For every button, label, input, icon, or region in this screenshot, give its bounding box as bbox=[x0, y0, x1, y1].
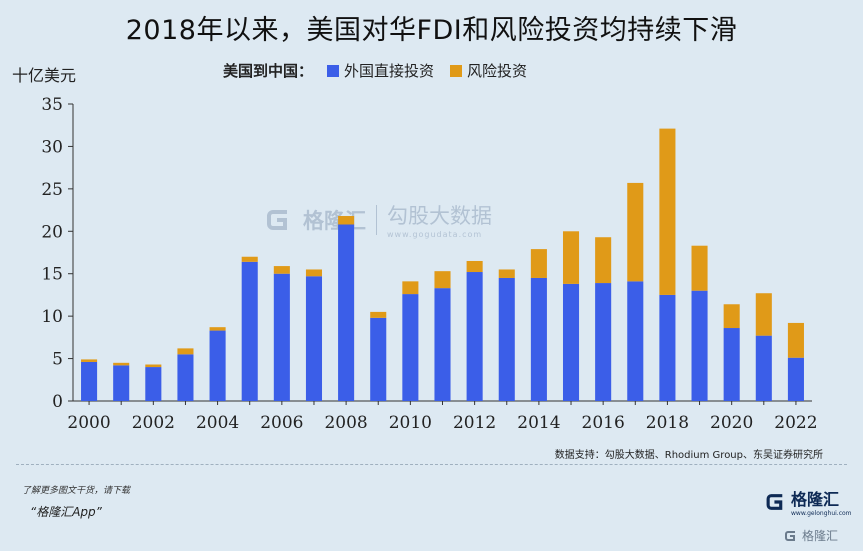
bar-vc-2020 bbox=[723, 304, 740, 329]
bar-vc-2017 bbox=[627, 182, 644, 282]
chart-title: 2018年以来，美国对华FDI和风险投资均持续下滑 bbox=[125, 15, 738, 46]
bar-fdi-2001 bbox=[113, 365, 130, 401]
footer-logo: 格隆汇 www.gelonghui.com bbox=[765, 486, 852, 517]
source-note: 数据支持：勾股大数据、Rhodium Group、东吴证券研究所 bbox=[554, 450, 823, 461]
watermark: 格隆汇 勾股大数据 www.gogudata.com bbox=[265, 200, 492, 239]
bar-vc-2005 bbox=[241, 256, 258, 262]
y-tick-label: 15 bbox=[41, 265, 63, 285]
bar-vc-2014 bbox=[530, 249, 547, 278]
watermark-logo-icon bbox=[267, 209, 287, 230]
bar-vc-2001 bbox=[113, 362, 130, 366]
bar-vc-2009 bbox=[370, 311, 387, 318]
x-tick-label: 2022 bbox=[774, 413, 817, 433]
y-tick-label: 25 bbox=[41, 180, 63, 200]
footer-logo-name: 格隆汇 bbox=[791, 490, 840, 509]
x-tick-label: 2016 bbox=[582, 413, 625, 433]
bar-fdi-2018 bbox=[659, 294, 676, 401]
bar-fdi-2012 bbox=[466, 272, 483, 401]
legend-swatch-vc bbox=[450, 64, 463, 77]
y-tick-label: 35 bbox=[41, 95, 63, 115]
corner-badge: 格隆汇 bbox=[784, 527, 838, 544]
bar-vc-2012 bbox=[466, 260, 483, 273]
x-tick-label: 2008 bbox=[324, 413, 367, 433]
corner-badge-text: 格隆汇 bbox=[802, 529, 839, 543]
bar-fdi-2017 bbox=[627, 281, 644, 401]
y-unit-label: 十亿美元 bbox=[12, 66, 77, 85]
bar-vc-2002 bbox=[145, 364, 162, 368]
legend-item-vc: 风险投资 bbox=[450, 60, 527, 81]
footer-download-note: 了解更多图文干货，请下载 bbox=[22, 486, 131, 496]
bar-vc-2015 bbox=[562, 231, 580, 284]
x-tick-label: 2004 bbox=[196, 413, 239, 433]
bar-vc-2007 bbox=[305, 269, 323, 277]
y-tick-label: 20 bbox=[41, 222, 63, 242]
bar-fdi-2008 bbox=[338, 224, 355, 401]
bar-fdi-2006 bbox=[273, 273, 290, 401]
legend-swatch-fdi bbox=[327, 64, 340, 77]
bar-vc-2022 bbox=[787, 322, 804, 358]
bar-vc-2003 bbox=[177, 348, 194, 355]
bar-vc-2019 bbox=[691, 245, 708, 291]
y-tick-label: 0 bbox=[52, 392, 63, 412]
legend-title: 美国到中国： bbox=[223, 62, 314, 80]
x-tick-label: 2006 bbox=[260, 413, 303, 433]
watermark-url: www.gogudata.com bbox=[387, 230, 483, 239]
watermark-slogan-block: 勾股大数据 www.gogudata.com bbox=[387, 200, 492, 239]
y-tick-label: 5 bbox=[52, 350, 63, 370]
legend-item-fdi: 外国直接投资 bbox=[327, 60, 434, 81]
bar-vc-2000 bbox=[81, 359, 98, 362]
legend-label-fdi: 外国直接投资 bbox=[344, 62, 435, 80]
bar-vc-2008 bbox=[338, 216, 355, 225]
bar-vc-2011 bbox=[434, 271, 451, 289]
x-tick-label: 2002 bbox=[132, 413, 175, 433]
bar-fdi-2010 bbox=[402, 294, 419, 401]
footer-divider bbox=[16, 464, 847, 465]
x-tick-label: 2020 bbox=[710, 413, 753, 433]
bar-fdi-2011 bbox=[434, 288, 451, 401]
bar-fdi-2015 bbox=[562, 283, 580, 401]
bar-fdi-2003 bbox=[177, 354, 194, 401]
bar-fdi-2009 bbox=[370, 317, 387, 401]
bar-fdi-2014 bbox=[530, 277, 547, 401]
x-tick-label: 2018 bbox=[646, 413, 689, 433]
x-tick-label: 2012 bbox=[453, 413, 496, 433]
bar-fdi-2019 bbox=[691, 290, 708, 401]
footer-logo-url: www.gelonghui.com bbox=[791, 510, 852, 517]
bar-fdi-2007 bbox=[305, 276, 323, 401]
bar-fdi-2005 bbox=[241, 261, 258, 401]
bar-fdi-2021 bbox=[755, 335, 772, 401]
bar-fdi-2013 bbox=[498, 277, 515, 401]
watermark-name: 格隆汇 bbox=[303, 208, 366, 233]
x-tick-label: 2000 bbox=[67, 413, 110, 433]
legend: 美国到中国： 外国直接投资 风险投资 bbox=[223, 60, 537, 81]
watermark-brand: 格隆汇 bbox=[303, 205, 366, 235]
bar-fdi-2004 bbox=[209, 330, 226, 401]
bar-fdi-2016 bbox=[595, 283, 612, 401]
x-tick-label: 2010 bbox=[389, 413, 432, 433]
footer-app-name: “格隆汇App” bbox=[30, 505, 102, 519]
footer-logo-text: 格隆汇 www.gelonghui.com bbox=[791, 486, 852, 517]
bar-fdi-2000 bbox=[81, 361, 98, 401]
bar-vc-2004 bbox=[209, 327, 226, 331]
bar-vc-2013 bbox=[498, 269, 515, 278]
legend-label-vc: 风险投资 bbox=[467, 62, 528, 80]
bar-vc-2018 bbox=[659, 128, 676, 295]
bar-fdi-2002 bbox=[145, 367, 162, 401]
bar-fdi-2020 bbox=[723, 328, 740, 401]
bar-vc-2021 bbox=[755, 293, 772, 336]
y-tick-label: 10 bbox=[41, 307, 63, 327]
bar-fdi-2022 bbox=[787, 357, 804, 401]
x-tick-label: 2014 bbox=[517, 413, 560, 433]
corner-badge-icon bbox=[785, 530, 795, 541]
bar-vc-2006 bbox=[273, 266, 290, 274]
footer-logo-icon bbox=[766, 493, 783, 510]
y-tick-label: 30 bbox=[41, 137, 63, 157]
watermark-slogan: 勾股大数据 bbox=[387, 204, 492, 228]
watermark-separator bbox=[376, 204, 377, 235]
bar-vc-2016 bbox=[595, 237, 612, 284]
bar-vc-2010 bbox=[402, 281, 419, 295]
